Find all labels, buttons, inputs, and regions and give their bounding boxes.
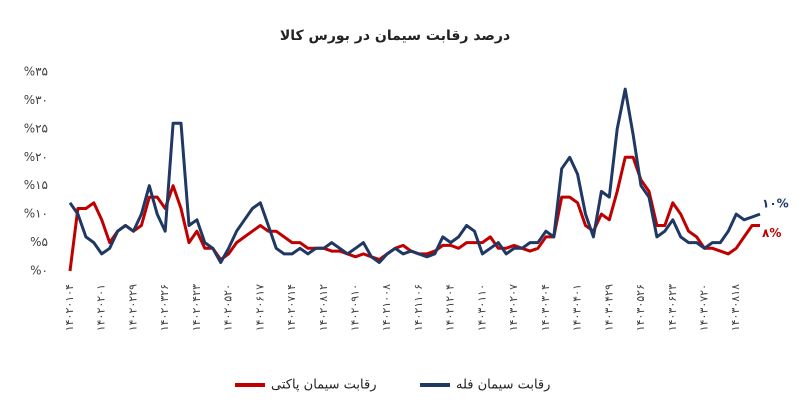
series-line [68,87,761,264]
x-tick-label: ۱۴۰۳۰۶۲۳ [666,284,679,331]
x-tick-label: ۱۴۰۲۰۲۲۹ [126,284,139,331]
x-tick-label: ۱۴۰۳۰۱۱۰ [475,284,488,331]
x-tick-label: ۱۴۰۳۰۳۰۴ [539,284,552,331]
x-tick-label: ۱۴۰۲۰۳۲۶ [158,284,171,331]
x-tick-label: ۱۴۰۳۰۸۱۸ [729,284,742,331]
x-tick-label: ۱۴۰۲۱۰۰۸ [380,284,393,331]
x-tick-label: ۱۴۰۲۰۵۲۰ [222,284,235,331]
value-label: ۸% [762,226,781,240]
value-label: ۱۰% [762,197,789,211]
y-tick-label: %۱۵ [24,178,48,192]
x-tick-label: ۱۴۰۳۰۲۰۷ [507,284,520,331]
x-tick-label: ۱۴۰۳۰۴۰۱ [571,284,584,331]
x-tick-label: ۱۴۰۲۰۹۱۰ [349,284,362,331]
x-tick-label: ۱۴۰۳۰۴۲۹ [602,284,615,331]
y-tick-label: %۳۰ [24,93,48,107]
y-tick-label: %۳۵ [24,65,48,79]
y-tick-label: %۱۰ [24,207,48,221]
x-tick-label: ۱۴۰۲۰۸۱۲ [317,284,330,331]
y-tick-label: %۲۵ [24,121,48,135]
chart-title: درصد رقابت سیمان در بورس کالا [280,28,510,44]
x-tick-label: ۱۴۰۲۰۱۰۴ [63,284,76,331]
x-tick-label: ۱۴۰۲۰۶۱۷ [253,284,266,331]
legend-label: رقابت سیمان فله [456,378,550,393]
y-tick-label: %۲۰ [24,150,48,164]
x-tick-label: ۱۴۰۲۰۲۰۱ [95,284,108,331]
x-tick-label: ۱۴۰۲۰۷۱۴ [285,284,298,331]
x-tick-label: ۱۴۰۳۰۵۲۶ [634,284,647,331]
x-tick-label: ۱۴۰۲۱۱۰۶ [412,284,425,331]
x-tick-label: ۱۴۰۲۱۲۰۴ [444,284,457,331]
legend-label: رقابت سیمان پاکتی [271,378,376,393]
y-tick-label: %۰ [30,264,48,278]
x-tick-label: ۱۴۰۲۰۴۲۳ [190,284,203,331]
x-tick-label: ۱۴۰۳۰۷۲۰ [697,284,710,331]
y-tick-label: %۵ [30,235,48,249]
